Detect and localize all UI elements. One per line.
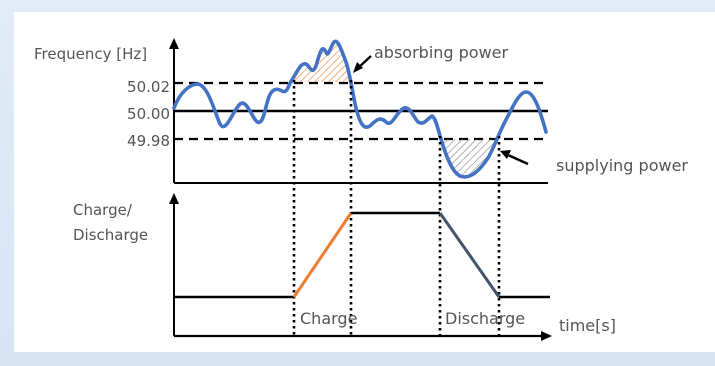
time-axis-label: time[s] [559,316,616,335]
charge-label: Charge [300,309,357,328]
absorbing-power-arrowhead [353,62,363,73]
absorbing-power-label: absorbing power [374,43,509,62]
supplying-power-region [441,139,497,177]
supplying-power-arrowhead [500,150,511,159]
frequency-regulation-diagram: Frequency [Hz] 50.02 50.00 49.98 absorbi… [34,38,688,341]
charge-ramp-segment [292,212,353,298]
diagram-panel: Frequency [Hz] 50.02 50.00 49.98 absorbi… [14,12,715,352]
charge-axis-label-line1: Charge/ [73,201,133,219]
discharge-ramp-segment [438,212,501,298]
charge-y-axis-arrow [169,193,179,204]
supplying-power-label: supplying power [556,156,688,175]
frequency-axis-label: Frequency [Hz] [34,45,147,63]
absorbing-power-region [290,41,352,82]
level-label-50-00: 50.00 [127,105,170,123]
supplying-power-arrow [507,153,529,166]
level-label-50-02: 50.02 [127,78,170,96]
frequency-y-axis-arrow [169,38,179,49]
discharge-label: Discharge [445,309,525,328]
frequency-curve [172,39,548,179]
level-label-49-98: 49.98 [127,132,170,150]
time-axis-arrow [541,331,552,341]
charge-axis-label-line2: Discharge [73,226,148,244]
